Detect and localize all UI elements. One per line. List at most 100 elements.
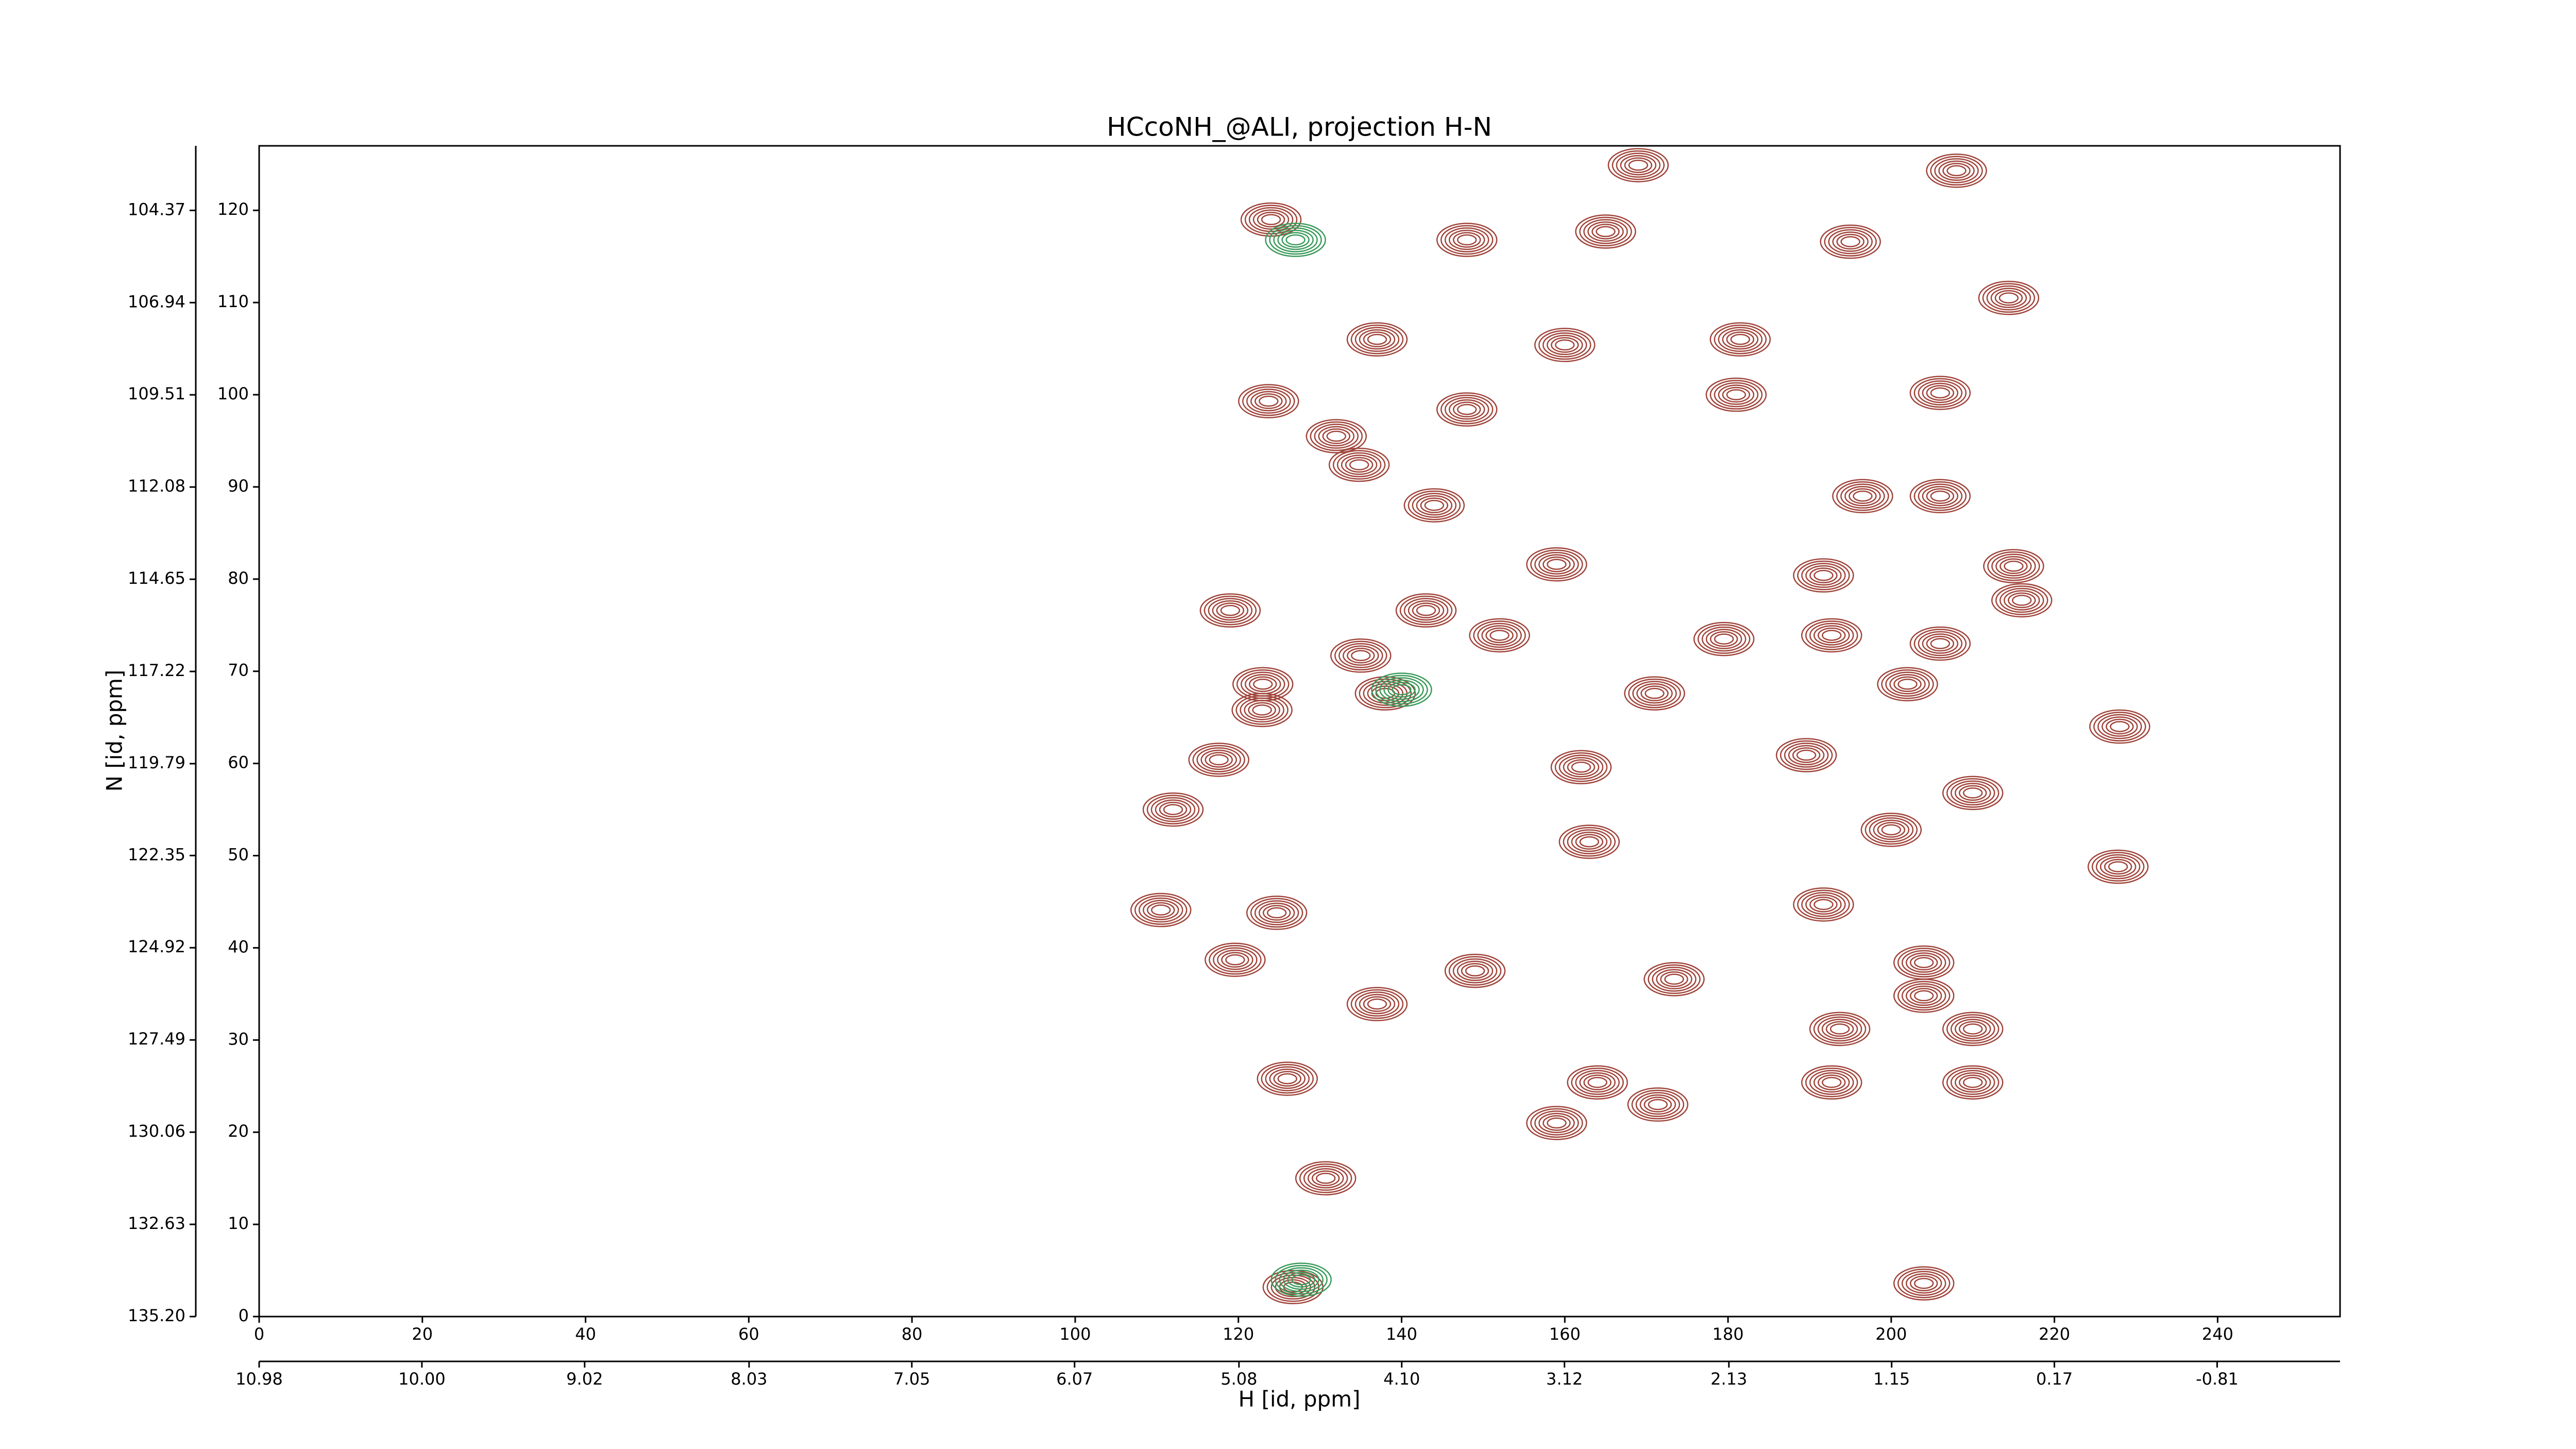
x-tick-label: 200 (1875, 1324, 1907, 1344)
contour-level (1901, 1271, 1946, 1296)
contour-level (1456, 403, 1477, 415)
contour-level (1913, 957, 1934, 968)
contour-level (1893, 676, 1922, 693)
x-tick-label: 80 (902, 1324, 923, 1344)
contour-level (1436, 223, 1498, 257)
contour-level (1530, 1108, 1583, 1138)
contour-level (1209, 754, 1229, 766)
contour-level (1793, 558, 1854, 593)
contour-level (1354, 991, 1400, 1017)
contour-level (1255, 393, 1283, 409)
contour-level (1343, 645, 1379, 666)
contour-level (1905, 952, 1942, 973)
peak (1534, 328, 1596, 362)
contour-level (1347, 648, 1375, 664)
peak (1978, 280, 2040, 315)
contour-level (2008, 592, 2036, 609)
contour-level (1248, 676, 1277, 693)
peak (1575, 214, 1636, 249)
contour-level (1909, 376, 1971, 410)
contour-level (1648, 1099, 1668, 1110)
y-tick-label: 60 (228, 753, 249, 772)
x2-tick-label: 1.15 (1873, 1369, 1910, 1389)
peak (1188, 743, 1249, 777)
contour-level (1550, 750, 1612, 785)
contour-level (1252, 704, 1272, 716)
peak (1395, 593, 1457, 628)
contour-level (1909, 954, 1938, 971)
contour-level (1722, 386, 1751, 403)
contour-level (1235, 695, 1289, 725)
contour-level (1275, 1265, 1328, 1295)
contour-level (1624, 157, 1653, 173)
contour-level (1801, 892, 1846, 917)
contour-level (1244, 700, 1280, 720)
contour-level (1832, 231, 1869, 252)
contour-level (1722, 329, 1759, 350)
contour-level (1142, 792, 1204, 827)
y2-tick-label: 112.08 (128, 476, 185, 496)
contour-level (1817, 1016, 1862, 1042)
contour-level (1805, 1067, 1858, 1098)
contour-level (1596, 226, 1616, 238)
contour-level (1155, 799, 1192, 820)
contour-level (1526, 1106, 1587, 1140)
y-tick-label: 120 (217, 199, 249, 219)
contour-level (1262, 905, 1291, 921)
contour-level (1469, 618, 1530, 653)
contour-level (1942, 776, 2004, 811)
contour-level (1551, 337, 1579, 353)
contour-level (1130, 892, 1192, 928)
contour-level (1905, 1273, 1942, 1294)
contour-level (1829, 1023, 1850, 1035)
contour-level (1913, 990, 1934, 1002)
contour-level (1266, 907, 1287, 919)
peak (1403, 488, 1465, 523)
contour-level (1913, 1277, 1934, 1289)
contour-level (1575, 834, 1604, 850)
contour-level (1452, 232, 1481, 248)
peak (1793, 558, 1854, 593)
contour-level (1632, 681, 1677, 706)
peak (1550, 750, 1612, 785)
peak (1558, 824, 1620, 859)
contour-level (1456, 961, 1494, 981)
peak (1231, 693, 1293, 728)
contour-level (1351, 650, 1371, 662)
contour-level (1452, 958, 1498, 984)
contour-level (1994, 290, 2023, 306)
contour-level (1918, 631, 1963, 656)
contour-level (1354, 327, 1400, 352)
contour-level (1204, 595, 1257, 626)
peak (1270, 1262, 1332, 1297)
contour-level (1805, 565, 1842, 586)
contour-level (1192, 745, 1245, 775)
contour-level (1978, 280, 2040, 315)
contour-level (1909, 626, 1971, 661)
contour-level (1643, 962, 1705, 997)
contour-level (1534, 1110, 1579, 1136)
contour-level (1922, 382, 1959, 403)
contour-level (1350, 989, 1404, 1019)
contour-level (1926, 635, 1955, 652)
contour-level (1946, 1014, 1999, 1044)
contour-level (1942, 1012, 2004, 1047)
contour-level (1299, 1163, 1352, 1193)
contour-level (1853, 491, 1873, 502)
contour-level (1209, 945, 1262, 975)
contour-level (1217, 949, 1253, 970)
contour-level (2102, 716, 2138, 737)
contour-level (1350, 324, 1404, 355)
contour-level (1821, 1019, 1858, 1039)
contour-level (1918, 483, 1963, 509)
y-tick-label: 90 (228, 476, 249, 496)
contour-level (1387, 682, 1416, 698)
y2-tick-label: 109.51 (128, 384, 185, 403)
peak (1526, 1106, 1587, 1140)
contour-level (1792, 747, 1821, 763)
peak (1942, 1065, 2004, 1100)
y-tick-label: 40 (228, 937, 249, 956)
contour-level (1705, 629, 1742, 649)
contour-level (1922, 486, 1959, 507)
contour-level (1225, 954, 1245, 966)
